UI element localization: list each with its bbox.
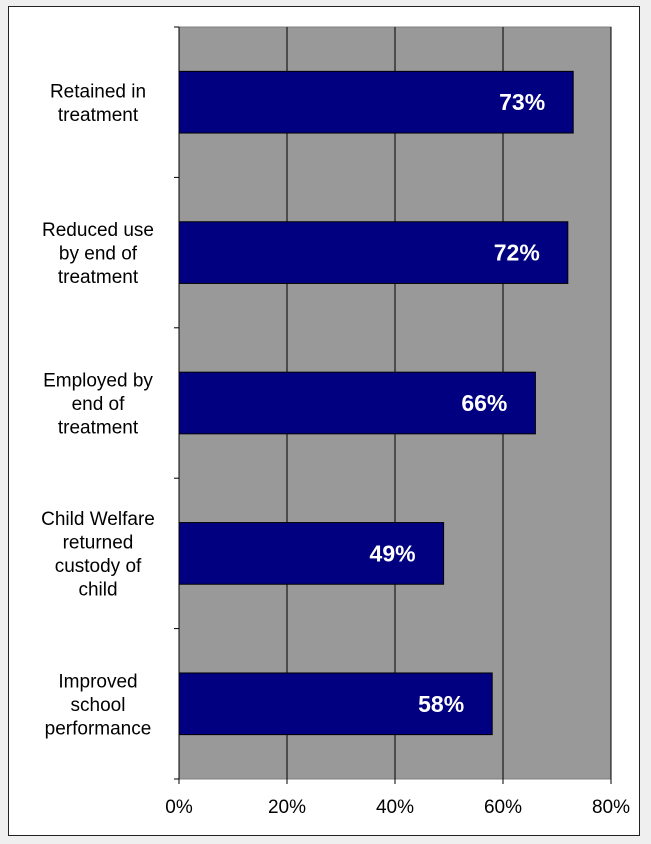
- chart-frame: 73% Retained in treatment 72% Reduced use by …: [8, 6, 640, 836]
- bar-chart: 73% Retained in treatment 72% Reduced use by …: [41, 26, 630, 818]
- x-tick-label-1: 20%: [268, 797, 306, 818]
- x-tick-label-4: 80%: [592, 797, 630, 818]
- bar-0: [178, 70, 574, 134]
- bar-1: [178, 221, 569, 284]
- data-label-3: 49%: [370, 540, 416, 566]
- category-label-1: Reduced use by end of treatment: [42, 220, 154, 288]
- category-label-3: Child Welfare returned custody of child: [41, 509, 155, 601]
- bar-2: [178, 371, 536, 435]
- bars: [178, 70, 574, 736]
- data-label-1: 72%: [494, 240, 540, 266]
- bar-3: [178, 522, 445, 585]
- x-tick-label-2: 40%: [376, 797, 414, 818]
- bar-4: [178, 672, 493, 736]
- data-label-2: 66%: [461, 390, 507, 416]
- category-label-0: Retained in treatment: [50, 81, 146, 126]
- data-label-4: 58%: [418, 691, 464, 717]
- x-tick-label-3: 60%: [484, 797, 522, 818]
- category-label-4: Improved school performance: [45, 671, 152, 739]
- category-label-2: Employed by end of treatment: [43, 371, 153, 439]
- data-label-0: 73%: [499, 89, 545, 115]
- x-tick-label-0: 0%: [165, 797, 193, 818]
- axis-ticks: [174, 26, 612, 784]
- labels: 73% Retained in treatment 72% Reduced use by …: [41, 81, 630, 818]
